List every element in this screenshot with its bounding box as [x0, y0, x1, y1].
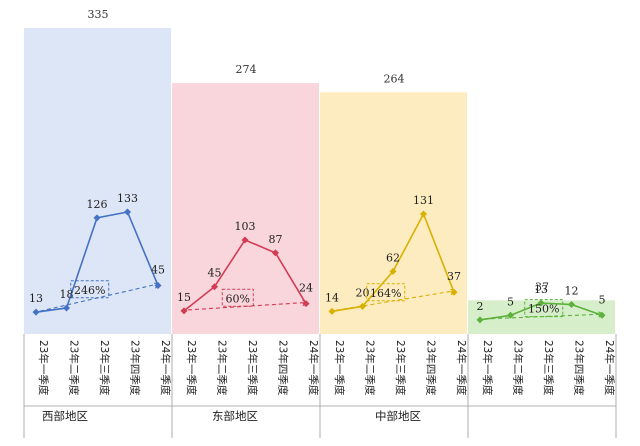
data-label: 126	[87, 198, 108, 211]
panel-total-label: 274	[236, 63, 257, 76]
category-tick-label: 23年一季度	[333, 340, 346, 396]
panel-background	[24, 28, 171, 334]
data-point	[124, 208, 131, 216]
growth-box	[221, 288, 254, 307]
region-label: 东部地区	[212, 409, 258, 423]
category-tick-label: 23年四季度	[425, 340, 438, 396]
panel-total-label: 264	[384, 72, 405, 85]
panel-background	[172, 83, 319, 334]
data-label: 131	[413, 194, 434, 207]
data-label: 5	[599, 293, 606, 306]
category-tick-label: 24年一季度	[307, 340, 320, 396]
data-point	[328, 307, 336, 315]
panel-total-label: 335	[88, 8, 109, 21]
data-point	[476, 316, 484, 324]
data-point	[180, 307, 188, 315]
category-tick-label: 23年四季度	[129, 340, 142, 396]
category-tick-label: 23年二季度	[216, 340, 229, 396]
category-tick-label: 23年三季度	[542, 340, 555, 396]
data-label: 20	[356, 286, 370, 299]
region-label: 中部地区	[375, 409, 421, 423]
data-label: 15	[177, 291, 191, 304]
data-point	[211, 283, 218, 291]
data-point	[507, 311, 514, 319]
data-label: 18	[60, 288, 74, 301]
data-point	[272, 249, 279, 257]
growth-label: 60%	[226, 292, 250, 305]
region-label: 西部地区	[42, 409, 88, 423]
growth-label: 164%	[370, 287, 401, 300]
data-label: 13	[29, 292, 43, 305]
data-point	[32, 308, 40, 316]
data-point	[420, 210, 427, 218]
data-label: 14	[325, 291, 339, 304]
data-label: 2	[477, 300, 484, 313]
data-point	[93, 214, 101, 222]
category-tick-label: 23年一季度	[185, 340, 198, 396]
data-label: 12	[565, 285, 579, 298]
chart-panels: 335 13 18 126 133 45 246% 23年一季度 23年二季度 23年三季度 23年…	[23, 8, 617, 438]
data-label: 45	[151, 263, 165, 276]
data-point	[359, 302, 366, 310]
category-tick-label: 23年四季度	[573, 340, 586, 396]
data-point	[241, 236, 249, 244]
data-label: 5	[507, 295, 514, 308]
data-label: 24	[299, 282, 313, 295]
data-label: 103	[235, 220, 256, 233]
data-point	[63, 304, 70, 312]
data-label: 45	[208, 267, 222, 280]
data-point	[568, 301, 575, 309]
growth-box	[70, 280, 110, 299]
category-tick-label: 23年二季度	[68, 340, 81, 396]
category-tick-label: 24年一季度	[603, 340, 616, 396]
data-label: 133	[117, 192, 138, 205]
category-tick-label: 23年四季度	[277, 340, 290, 396]
growth-box	[524, 299, 564, 318]
growth-label: 246%	[74, 284, 105, 297]
data-label: 87	[269, 233, 283, 246]
category-tick-label: 23年三季度	[394, 340, 407, 396]
growth-arrow-head	[154, 282, 161, 289]
growth-arrow-head	[302, 299, 309, 307]
data-label: 37	[447, 270, 461, 283]
data-label: 62	[386, 251, 400, 264]
panel-3: 264 14 20 62 131 37 164% 23年一季度 23年二季度 23年三季度 23年四…	[319, 72, 468, 438]
category-tick-label: 23年三季度	[98, 340, 111, 396]
category-tick-label: 24年一季度	[159, 340, 172, 396]
panel-1: 335 13 18 126 133 45 246% 23年一季度 23年二季度 23年三季度 23年…	[23, 8, 172, 438]
category-tick-label: 23年二季度	[364, 340, 377, 396]
panel-background	[320, 92, 467, 334]
data-point	[389, 267, 397, 275]
category-tick-label: 23年一季度	[481, 340, 494, 396]
data-point	[537, 299, 545, 307]
panel-2: 274 15 45 103 87 24 60% 23年一季度 23年二季度 23年三季度 23年四季…	[171, 63, 320, 438]
category-tick-label: 23年三季度	[246, 340, 259, 396]
category-tick-label: 23年二季度	[512, 340, 525, 396]
data-label: 13	[534, 283, 548, 296]
panel-total-label: 37	[535, 280, 549, 293]
growth-arrow-head	[598, 311, 605, 318]
growth-box	[366, 283, 406, 302]
category-tick-label: 24年一季度	[455, 340, 468, 396]
growth-arrow-head	[450, 288, 457, 296]
category-tick-label: 23年一季度	[37, 340, 50, 396]
growth-label: 150%	[528, 303, 559, 316]
